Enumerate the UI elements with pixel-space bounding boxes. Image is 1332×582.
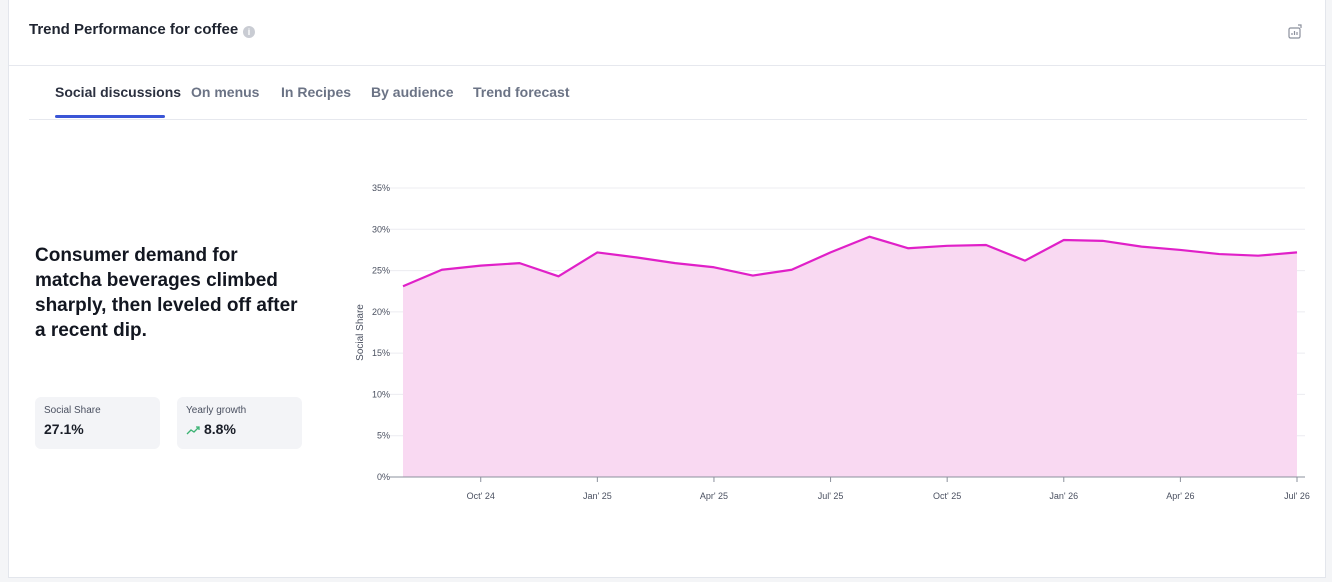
series-area [403, 236, 1297, 477]
y-tick-label: 10% [372, 389, 390, 399]
card-header: Trend Performance for coffee i [9, 0, 1325, 66]
x-tick-label: Apr' 25 [700, 491, 728, 501]
y-tick-label: 35% [372, 183, 390, 193]
insight-headline: Consumer demand for matcha beverages cli… [35, 245, 298, 341]
stat-value-row: 8.8% [186, 421, 236, 437]
tab-bar: Social discussions On menus In Recipes B… [29, 66, 1307, 120]
y-tick-label: 25% [372, 266, 390, 276]
stat-label: Social Share [44, 405, 101, 416]
info-icon[interactable]: i [243, 26, 255, 38]
stat-social-share: Social Share 27.1% [35, 397, 160, 449]
series-line [402, 235, 1298, 288]
active-tab-indicator [55, 115, 165, 118]
trending-up-icon [186, 426, 200, 435]
stat-value: 8.8% [204, 421, 236, 437]
y-tick-label: 15% [372, 348, 390, 358]
trend-performance-card: Trend Performance for coffee i Social di… [8, 0, 1326, 578]
tab-by-audience[interactable]: By audience [371, 84, 454, 100]
y-axis-label: Social Share [355, 304, 366, 361]
y-tick-label: 30% [372, 224, 390, 234]
stat-yearly-growth: Yearly growth 8.8% [177, 397, 302, 449]
x-tick-label: Jan' 25 [583, 491, 612, 501]
tab-social-discussions[interactable]: Social discussions [55, 84, 182, 100]
x-tick-label: Jan' 26 [1049, 491, 1078, 501]
stat-label: Yearly growth [186, 405, 247, 416]
x-tick-label: Oct' 24 [467, 491, 495, 501]
tab-trend-forecast[interactable]: Trend forecast [473, 84, 570, 100]
y-tick-label: 0% [377, 472, 390, 482]
x-tick-label: Jul' 25 [818, 491, 844, 501]
x-tick-label: Apr' 26 [1166, 491, 1194, 501]
y-tick-label: 5% [377, 431, 390, 441]
stat-value: 27.1% [44, 421, 84, 437]
tab-in-recipes[interactable]: In Recipes [281, 84, 352, 100]
y-tick-label: 20% [372, 307, 390, 317]
social-share-area-chart: 0% 5% 10% 15% 20% 25% 30% 35% Oct' 24 Jan' 25 Apr'… [355, 183, 1310, 501]
x-tick-label: Oct' 25 [933, 491, 961, 501]
card-title: Trend Performance for coffee [29, 21, 239, 38]
export-chart-icon[interactable] [1287, 24, 1303, 40]
tab-on-menus[interactable]: On menus [191, 84, 260, 100]
x-tick-label: Jul' 26 [1284, 491, 1310, 501]
